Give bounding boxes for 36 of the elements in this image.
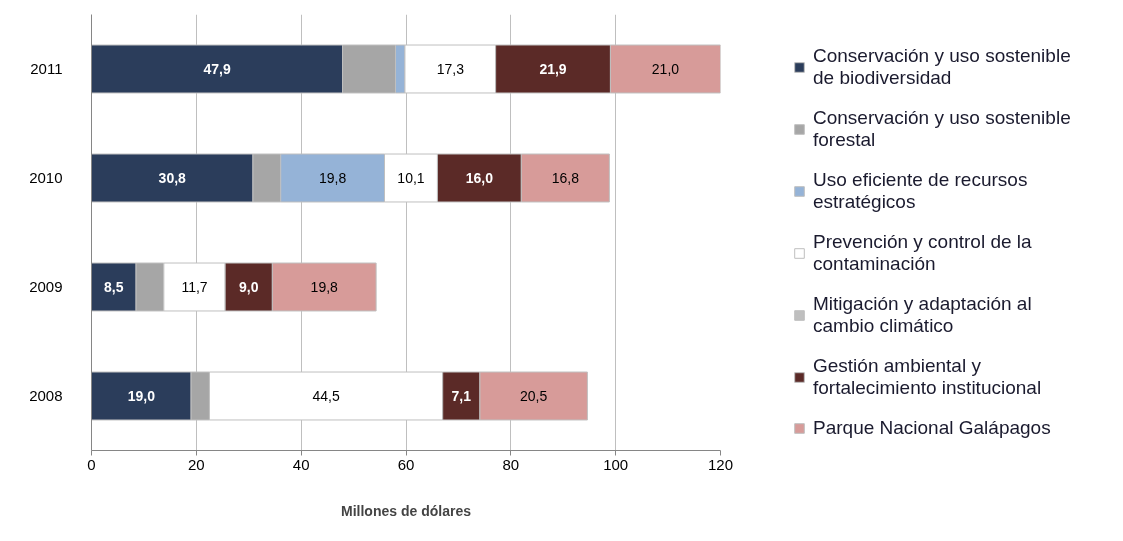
data-label: 10,1 (397, 170, 425, 186)
legend-label: Conservación y uso sostenible forestal (813, 107, 1071, 151)
data-label: 47,9 (203, 61, 231, 77)
data-label: 19,8 (318, 170, 347, 186)
legend-label: Parque Nacional Galápagos (813, 417, 1051, 439)
data-label: 21,9 (539, 61, 567, 77)
data-label: 16,0 (465, 170, 494, 186)
x-tick-label: 40 (292, 455, 310, 473)
x-tick-label: 0 (87, 455, 96, 473)
data-label: 8,5 (104, 279, 124, 295)
x-tick-label: 80 (502, 455, 520, 473)
x-tick-label: 100 (603, 455, 629, 473)
x-tick-label: 120 (707, 455, 734, 473)
legend-label: Prevención y control de la contaminación (813, 231, 1032, 275)
data-label: 11,7 (181, 279, 208, 295)
data-label: 44,5 (312, 388, 340, 404)
legend-label: Gestión ambiental y fortalecimiento institucional (813, 355, 1042, 399)
data-label: 19,8 (310, 279, 339, 295)
y-tick-label: 2010 (29, 169, 63, 186)
data-label: 20,5 (520, 388, 548, 404)
data-label: 17,3 (436, 61, 465, 77)
data-label: 9,0 (239, 279, 259, 295)
legend-label: Uso eficiente de recursos estratégicos (813, 169, 1028, 213)
data-label: 19,0 (127, 388, 156, 404)
data-label: 21,0 (651, 61, 680, 77)
y-tick-label: 2011 (30, 60, 63, 77)
x-tick-label: 20 (187, 455, 205, 473)
legend-label: Mitigación y adaptación al cambio climático (813, 293, 1032, 337)
y-tick-label: 2008 (29, 387, 63, 404)
y-tick-label: 2009 (29, 278, 63, 295)
x-tick-label: 60 (397, 455, 415, 473)
x-axis-title: Millones de dólares (341, 502, 472, 519)
data-label: 16,8 (551, 170, 580, 186)
data-label: 30,8 (158, 170, 187, 186)
legend-label: Conservación y uso sostenible de biodiversidad (813, 45, 1071, 89)
data-label: 7,1 (451, 388, 472, 404)
